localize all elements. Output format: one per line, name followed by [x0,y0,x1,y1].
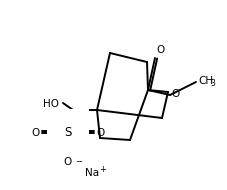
Text: S: S [64,127,72,139]
Text: Na: Na [85,168,99,178]
Text: 3: 3 [210,79,215,89]
Text: −: − [75,157,82,166]
Text: O: O [156,45,164,55]
Text: HO: HO [43,99,59,109]
Text: CH: CH [198,76,213,86]
Text: O: O [32,128,40,138]
Text: O: O [171,89,179,99]
Text: O: O [63,157,71,167]
Text: +: + [99,165,106,174]
Text: O: O [96,128,104,138]
